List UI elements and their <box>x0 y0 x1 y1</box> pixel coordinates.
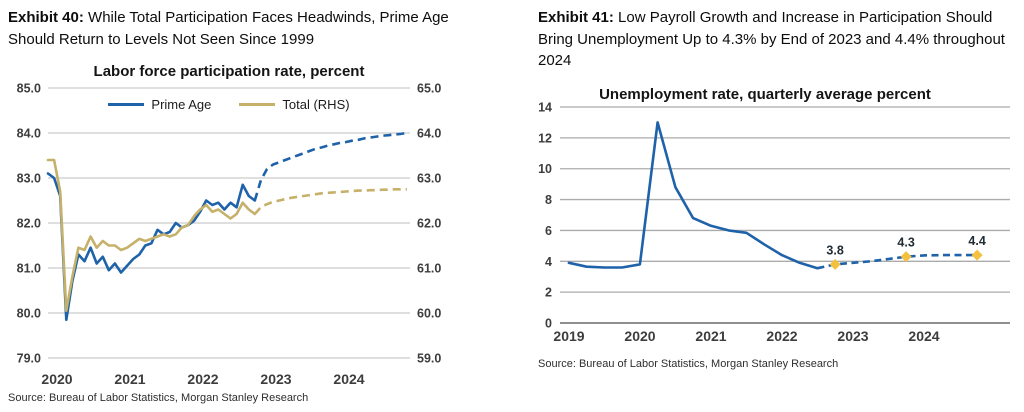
left-axis-tick: 85.0 <box>17 82 41 96</box>
exhibit-41-title: Low Payroll Growth and Increase in Parti… <box>538 9 1005 69</box>
left-axis-tick: 81.0 <box>17 262 41 276</box>
y-axis-tick: 10 <box>538 162 552 176</box>
x-axis-tick: 2022 <box>187 371 218 387</box>
right-axis-tick: 61.0 <box>417 262 441 276</box>
unemployment-chart-title: Unemployment rate, quarterly average per… <box>599 86 931 103</box>
x-axis-tick: 2021 <box>114 371 145 387</box>
x-axis-tick: 2024 <box>908 328 939 344</box>
unemployment-forecast-line <box>817 253 978 270</box>
x-axis-tick: 2022 <box>766 328 797 344</box>
x-axis-tick: 2020 <box>41 371 72 387</box>
labor-force-participation-chart: 85.0 65.0 84.0 64.0 83.0 63.0 82.0 62.0 81.0 61.0… <box>17 82 442 388</box>
x-axis-tick: 2019 <box>553 328 584 344</box>
exhibit-41-label: Exhibit 41: <box>538 9 614 26</box>
prime-age-line-swatch <box>108 103 145 106</box>
right-axis-tick: 60.0 <box>417 307 441 321</box>
y-axis-tick: 14 <box>538 101 552 115</box>
forecast-marker-diamond <box>829 258 841 270</box>
exhibit-40-title: While Total Participation Faces Headwind… <box>8 9 449 48</box>
y-axis-tick: 6 <box>545 224 552 238</box>
right-axis-tick: 65.0 <box>417 82 441 96</box>
y-axis-tick: 8 <box>545 193 552 207</box>
legend-item-total-rhs: Total (RHS) <box>239 97 350 112</box>
x-axis-tick: 2021 <box>695 328 726 344</box>
x-axis-tick: 2024 <box>333 371 364 387</box>
left-axis-tick: 82.0 <box>17 217 41 231</box>
right-axis-tick: 63.0 <box>417 172 441 186</box>
right-axis-tick: 59.0 <box>417 352 441 366</box>
y-axis-tick: 2 <box>545 286 552 300</box>
total-rhs--forecast-line <box>253 188 407 215</box>
legend-label-prime-age: Prime Age <box>151 97 212 112</box>
forecast-marker-diamond <box>971 249 983 261</box>
exhibit-40-label: Exhibit 40: <box>8 9 84 26</box>
exhibit-40-heading: Exhibit 40: While Total Participation Fa… <box>8 7 492 50</box>
unemployment-actual-line <box>567 121 819 270</box>
left-axis-tick: 84.0 <box>17 127 41 141</box>
y-axis-tick: 0 <box>545 317 552 331</box>
exhibit-41-source: Source: Bureau of Labor Statistics, Morg… <box>538 358 839 370</box>
y-axis-tick: 12 <box>538 131 552 145</box>
forecast-value-label: 4.4 <box>968 234 985 248</box>
exhibit-41-heading: Exhibit 41: Low Payroll Growth and Incre… <box>538 7 1024 72</box>
total-rhs-line-swatch <box>239 103 276 106</box>
left-axis-tick: 79.0 <box>17 352 41 366</box>
left-axis-tick: 83.0 <box>17 172 41 186</box>
x-axis-tick: 2023 <box>837 328 868 344</box>
forecast-value-label: 3.8 <box>826 243 843 257</box>
prime-age-actual-line <box>46 172 257 322</box>
forecast-value-label: 4.3 <box>897 236 914 250</box>
x-axis-tick: 2020 <box>624 328 655 344</box>
right-axis-tick: 62.0 <box>417 217 441 231</box>
x-axis-tick: 2023 <box>260 371 291 387</box>
legend-item-prime-age: Prime Age <box>108 97 211 112</box>
participation-chart-legend: Prime Age Total (RHS) <box>48 97 410 112</box>
total-rhs--actual-line <box>46 158 257 313</box>
legend-label-total-rhs: Total (RHS) <box>282 97 350 112</box>
y-axis-tick: 4 <box>545 255 552 269</box>
exhibit-40-source: Source: Bureau of Labor Statistics, Morg… <box>8 392 309 404</box>
left-axis-tick: 80.0 <box>17 307 41 321</box>
participation-chart-title: Labor force participation rate, percent <box>93 63 365 80</box>
right-axis-tick: 64.0 <box>417 127 441 141</box>
forecast-marker-diamond <box>900 251 912 263</box>
